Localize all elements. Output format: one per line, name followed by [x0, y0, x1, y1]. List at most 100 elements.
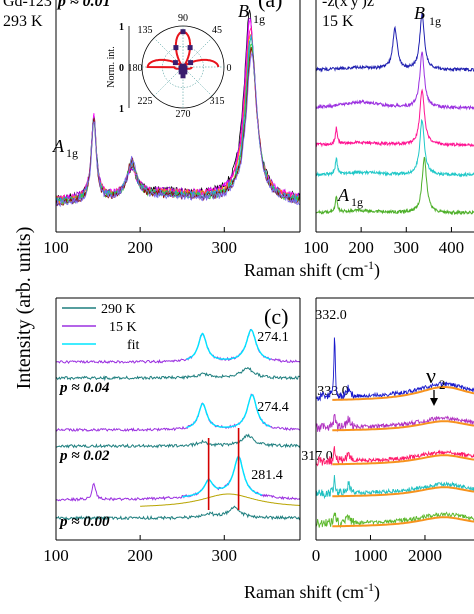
panel-c-background-fit [140, 493, 300, 507]
svg-text:B: B [238, 1, 249, 21]
peak-value-274-1: 274.1 [257, 330, 289, 345]
panel-b-polarization: -z(x'y')z [322, 0, 374, 10]
panel-d-trace-0 [316, 337, 474, 402]
panel-a-header: Gd-123 p ≈ 0.01 [3, 0, 111, 10]
polar-radial-label-2: 1 [119, 104, 124, 115]
x-axis-label-bottom: Raman shift (cm-1) [244, 580, 380, 603]
panel-a-trace-9 [56, 52, 300, 208]
panel-d-x-ticks: 0 1000 2000 [312, 535, 442, 565]
panel-c: 100 200 300 (c) 290 K 15 K fit p ≈ 0.04 p … [43, 297, 349, 565]
panel-c-x-ticks: 100 200 300 [43, 535, 237, 565]
panel-c-fit-1 [186, 393, 271, 429]
peak-value-317-0: 317.0 [301, 449, 333, 464]
panel-b-traces [316, 12, 474, 216]
y-axis-label: Intensity (arb. units) [13, 227, 35, 390]
panel-a-traces [56, 9, 300, 208]
panel-d: 0 1000 2000 ν 2 [312, 297, 474, 565]
panel-c-trace-290k-2 [56, 505, 300, 521]
doping-label-004: p ≈ 0.04 [58, 380, 110, 396]
legend-label-290k: 290 K [101, 302, 136, 317]
panel-b-peak-label-b1g: B 1g [414, 3, 441, 28]
polar-point-330 [182, 65, 188, 71]
panel-c-traces [56, 328, 300, 521]
panel-a-tick-label-100: 100 [43, 238, 69, 257]
panel-b-tick-label-200: 200 [348, 238, 374, 257]
doping-label-002: p ≈ 0.02 [58, 448, 110, 464]
peak-value-332-0: 332.0 [315, 308, 347, 323]
svg-text:2: 2 [439, 377, 446, 392]
polar-point-270 [180, 73, 186, 79]
panel-b-tick-label-400: 400 [439, 238, 465, 257]
panel-d-fit-1 [332, 420, 474, 432]
panel-b: 100 200 300 400 -z(x'y')z 15 K B 1g A 1g [303, 0, 474, 257]
panel-d-tick-label-1000: 1000 [353, 546, 387, 565]
panel-d-fit-0 [332, 386, 474, 401]
polar-point-90 [180, 29, 186, 35]
polar-angle-label-270: 270 [176, 109, 191, 120]
nu2-arrowhead [430, 398, 438, 406]
panel-d-traces [316, 337, 474, 529]
polar-angle-label-315: 315 [210, 96, 225, 107]
peak-label-a1g: A 1g [52, 136, 78, 160]
panel-b-tick-label-300: 300 [394, 238, 420, 257]
polar-angle-label-225: 225 [138, 96, 153, 107]
panel-c-fit-2 [182, 455, 263, 498]
polar-point-290 [182, 69, 188, 75]
panel-d-fit-3 [332, 486, 474, 498]
peak-value-281-4: 281.4 [251, 468, 283, 483]
panel-c-tick-label-100: 100 [43, 546, 69, 565]
polar-point-110 [173, 45, 179, 51]
panel-b-trace-1 [316, 51, 474, 111]
polar-angle-label-180: 180 [128, 63, 143, 74]
panel-a-tick-label-200: 200 [127, 238, 153, 257]
panel-b-tick-label-100: 100 [303, 238, 329, 257]
panel-a-label: (a) [258, 0, 282, 12]
panel-b-peak-label-a1g: A 1g [337, 185, 363, 209]
legend-label-fit: fit [127, 338, 140, 353]
panel-b-x-ticks: 100 200 300 400 [303, 227, 464, 257]
polar-angle-label-0: 0 [227, 63, 232, 74]
panel-d-trace-1 [316, 413, 474, 433]
polar-ylabel: Norm. int. [106, 46, 117, 87]
polar-angle-label-90: 90 [178, 13, 188, 24]
doping-label-000: p ≈ 0.00 [58, 514, 110, 530]
peak-label-b1g: B 1g [238, 1, 265, 26]
polar-point-150 [172, 60, 178, 66]
svg-text:A: A [52, 136, 65, 156]
svg-text:A: A [337, 185, 350, 205]
panel-c-fit-0 [186, 328, 271, 360]
svg-text:ν: ν [426, 363, 436, 388]
svg-text:1g: 1g [253, 12, 265, 26]
panel-b-trace-2 [316, 88, 474, 148]
nu2-annotation: ν 2 [426, 363, 446, 406]
panel-c-trace-290k-0 [56, 367, 300, 382]
panel-b-trace-3 [316, 118, 474, 178]
polar-radial-label-0: 1 [119, 22, 124, 33]
polar-inset: 90 45 0 315 270 225 180 135 1 0 1 Norm. int. [106, 13, 232, 120]
peak-value-274-4: 274.4 [257, 400, 289, 415]
panel-d-tick-label-2000: 2000 [408, 546, 442, 565]
panel-d-fit-2 [332, 454, 474, 466]
polar-point-70 [187, 45, 193, 51]
panel-d-trace-4 [316, 511, 474, 529]
panel-c-label: (c) [264, 304, 288, 329]
panel-c-tick-label-200: 200 [127, 546, 153, 565]
polar-angle-label-135: 135 [138, 25, 153, 36]
panel-b-trace-4 [316, 156, 474, 216]
svg-text:1g: 1g [429, 14, 441, 28]
polar-point-250 [178, 69, 184, 75]
panel-a-x-ticks: 100 200 300 [43, 227, 237, 257]
panel-b-temperature: 15 K [322, 13, 354, 30]
panel-d-tick-label-0: 0 [312, 546, 321, 565]
svg-text:1g: 1g [351, 195, 363, 209]
panel-c-tick-label-300: 300 [212, 546, 238, 565]
svg-text:B: B [414, 3, 425, 23]
panel-c-legend: 290 K 15 K fit [62, 302, 140, 353]
polar-point-30 [188, 60, 194, 66]
polar-radial-label-1: 0 [119, 63, 124, 74]
panel-d-fit-4 [332, 516, 474, 528]
panel-a-tick-label-300: 300 [212, 238, 238, 257]
panel-b-trace-0 [316, 12, 474, 73]
